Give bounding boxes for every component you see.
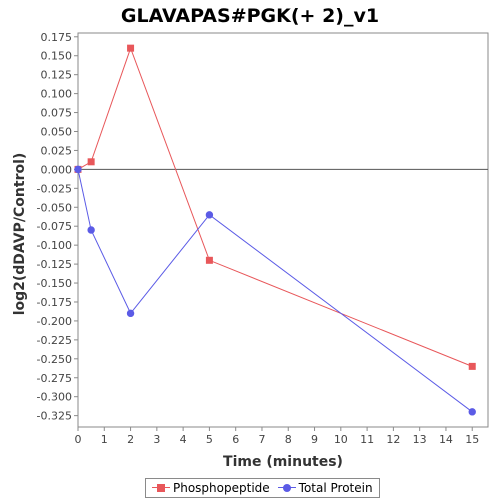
y-tick-label: -0.175 — [37, 296, 72, 309]
y-tick-label: -0.250 — [37, 353, 72, 366]
data-point-phosphopeptide — [468, 362, 476, 370]
y-axis-label: log2(dDAVP/Control) — [12, 153, 28, 316]
y-tick-label: -0.050 — [37, 201, 72, 214]
x-tick-label: 11 — [360, 433, 374, 446]
legend: Phosphopeptide Total Protein — [145, 478, 380, 498]
data-point-total-protein — [87, 226, 95, 234]
legend-item-phosphopeptide: Phosphopeptide — [152, 481, 270, 495]
y-tick-label: 0.075 — [41, 107, 73, 120]
y-tick-label: -0.025 — [37, 182, 72, 195]
x-tick-label: 4 — [180, 433, 187, 446]
y-tick-label: 0.050 — [41, 126, 73, 139]
y-tick-label: -0.075 — [37, 220, 72, 233]
legend-swatch-total-protein — [277, 483, 296, 493]
x-tick-label: 6 — [232, 433, 239, 446]
y-tick-label: -0.125 — [37, 258, 72, 271]
y-tick-label: 0.150 — [41, 50, 73, 63]
x-tick-label: 13 — [413, 433, 427, 446]
y-tick-label: 0.100 — [41, 88, 73, 101]
x-tick-label: 15 — [465, 433, 479, 446]
y-tick-label: -0.225 — [37, 334, 72, 347]
legend-label-total-protein: Total Protein — [298, 481, 373, 495]
x-tick-label: 5 — [206, 433, 213, 446]
data-point-phosphopeptide — [87, 158, 95, 166]
y-tick-label: 0.175 — [41, 31, 73, 44]
y-tick-label: 0.000 — [41, 163, 73, 176]
y-tick-label: 0.125 — [41, 69, 73, 82]
y-tick-label: -0.300 — [37, 391, 72, 404]
x-tick-label: 8 — [285, 433, 292, 446]
x-tick-label: 14 — [439, 433, 453, 446]
legend-item-total-protein: Total Protein — [277, 481, 373, 495]
series-layer — [74, 44, 476, 416]
x-tick-label: 0 — [75, 433, 82, 446]
y-tick-label: -0.200 — [37, 315, 72, 328]
x-axis-label: Time (minutes) — [223, 454, 343, 470]
x-tick-label: 3 — [153, 433, 160, 446]
data-point-total-protein — [126, 309, 135, 318]
data-point-total-protein — [205, 211, 214, 219]
y-tick-label: -0.275 — [37, 372, 72, 385]
y-tick-label: -0.150 — [37, 277, 72, 290]
data-point-phosphopeptide — [205, 256, 213, 264]
legend-swatch-phosphopeptide — [152, 483, 170, 493]
y-tick-label: -0.325 — [37, 410, 72, 423]
x-tick-label: 10 — [334, 433, 348, 446]
y-tick-label: -0.100 — [37, 239, 72, 252]
x-tick-label: 7 — [258, 433, 265, 446]
y-axis: 0.175 0.150 0.125 0.100 0.075 0.050 0.025 0.000… — [37, 31, 78, 423]
x-tick-label: 12 — [386, 433, 400, 446]
x-tick-label: 1 — [101, 433, 108, 446]
x-axis: 0 1 2 3 4 5 6 7 8 9 10 11 12 13 14 15 — [75, 427, 479, 446]
plot-area — [77, 32, 489, 428]
x-tick-label: 2 — [127, 433, 134, 446]
chart-title: GLAVAPAS#PGK(+ 2)_v1 — [121, 5, 379, 27]
x-tick-label: 9 — [311, 433, 318, 446]
data-point-total-protein — [74, 165, 82, 174]
data-point-total-protein — [468, 408, 476, 416]
legend-label-phosphopeptide: Phosphopeptide — [173, 481, 270, 495]
y-tick-label: 0.025 — [41, 144, 73, 157]
data-point-phosphopeptide — [127, 44, 135, 52]
